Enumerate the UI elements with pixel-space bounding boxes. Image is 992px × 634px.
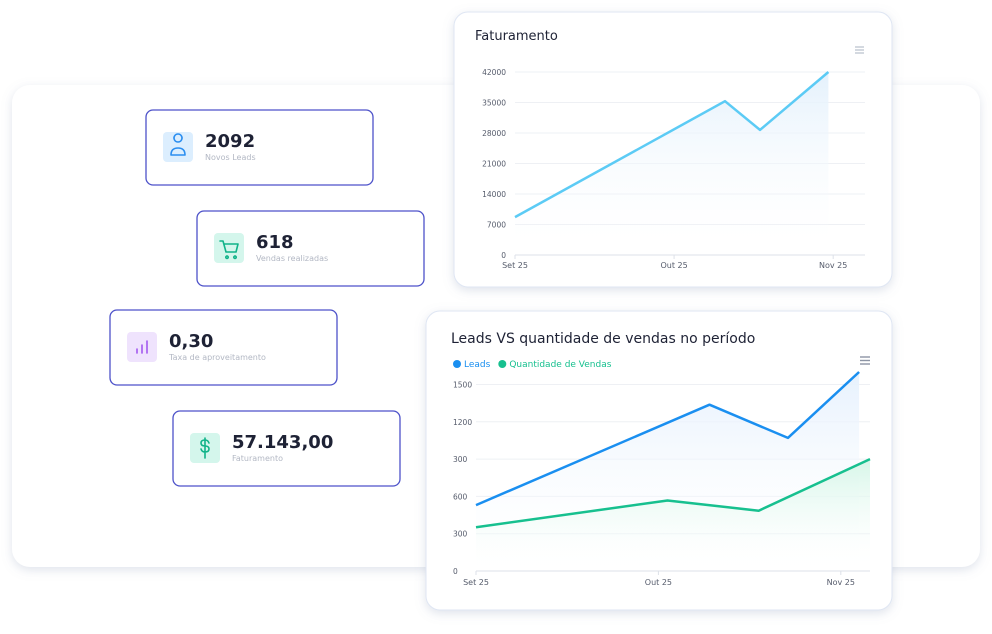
kpi-icon (200, 437, 210, 459)
y-tick-label: 42000 (482, 68, 506, 77)
kpi-label: Novos Leads (205, 153, 256, 162)
kpi-card (145, 109, 374, 186)
y-tick-label: 300 (453, 530, 468, 539)
kpi-icon (170, 133, 186, 156)
kpi-value: 2092 (205, 131, 255, 152)
legend-marker (453, 360, 461, 368)
kpi-icon-bg (214, 233, 244, 263)
legend-label: Leads (464, 360, 491, 370)
legend-label: Quantidade de Vendas (509, 360, 611, 370)
menu-icon[interactable] (860, 356, 870, 365)
kpi-label: Vendas realizadas (256, 254, 328, 263)
x-tick-label: Set 25 (502, 261, 528, 270)
y-tick-label: 600 (453, 492, 468, 501)
x-tick-label: Out 25 (660, 261, 687, 270)
y-tick-label: 0 (453, 567, 458, 576)
area (515, 72, 829, 255)
x-tick-label: Out 25 (645, 578, 672, 587)
y-tick-label: 1500 (453, 380, 472, 389)
y-tick-label: 14000 (482, 190, 506, 199)
kpi-icon (136, 340, 148, 354)
kpi-icon (219, 240, 239, 260)
line (475, 371, 860, 507)
kpi-label: Taxa de aproveitamento (168, 353, 266, 362)
kpi-card (172, 410, 401, 487)
x-tick-label: Nov 25 (827, 578, 855, 587)
line (514, 71, 830, 219)
kpi-value: 57.143,00 (232, 432, 333, 453)
chart-title: Faturamento (475, 29, 558, 44)
x-tick-label: Set 25 (463, 578, 489, 587)
y-tick-label: 300 (453, 455, 468, 464)
y-tick-label: 7000 (487, 221, 506, 230)
kpi-value: 618 (256, 232, 294, 253)
kpi-label: Faturamento (232, 454, 283, 463)
line (475, 457, 871, 529)
y-tick-label: 1200 (453, 418, 472, 427)
menu-icon[interactable] (855, 46, 864, 54)
kpi-card (109, 309, 338, 386)
kpi-card (196, 210, 425, 287)
kpi-icon-bg (163, 132, 193, 162)
y-tick-label: 0 (501, 251, 506, 260)
kpi-value: 0,30 (169, 331, 213, 352)
y-tick-label: 35000 (482, 99, 506, 108)
y-tick-label: 28000 (482, 129, 506, 138)
chart-title: Leads VS quantidade de vendas no período (451, 331, 755, 347)
legend-marker (498, 360, 507, 368)
y-tick-label: 21000 (482, 160, 506, 169)
area (476, 459, 870, 571)
x-tick-label: Nov 25 (819, 261, 847, 270)
